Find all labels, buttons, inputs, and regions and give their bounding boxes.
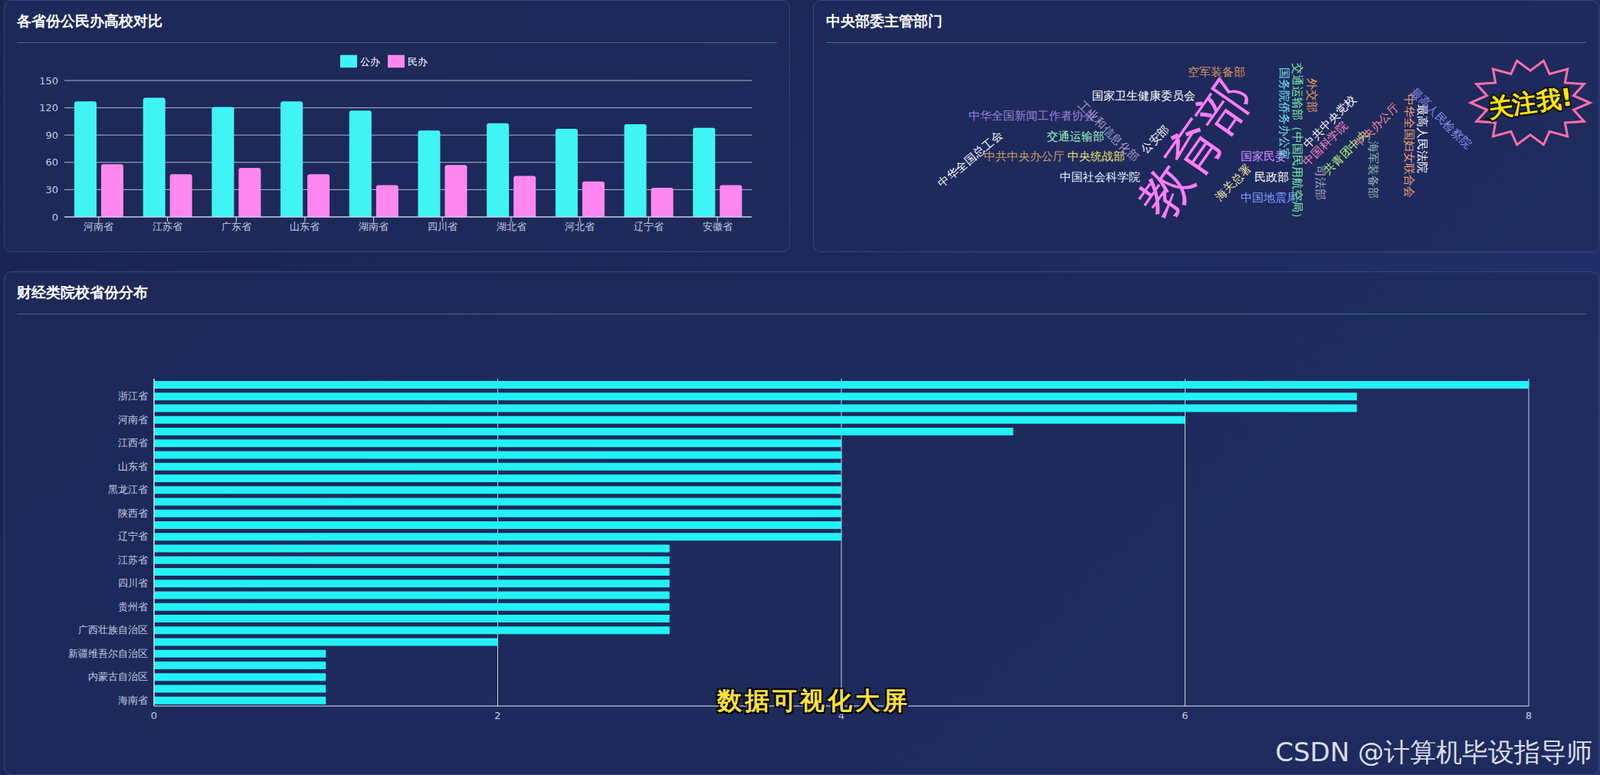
svg-text:0: 0 bbox=[150, 709, 158, 722]
svg-text:安徽省: 安徽省 bbox=[702, 220, 733, 233]
svg-text:2: 2 bbox=[494, 709, 501, 722]
svg-text:河北省: 河北省 bbox=[564, 220, 595, 233]
svg-text:中国地震局: 中国地震局 bbox=[1240, 190, 1299, 204]
svg-text:广西壮族自治区: 广西壮族自治区 bbox=[78, 623, 148, 636]
svg-text:海南省: 海南省 bbox=[118, 694, 148, 706]
svg-text:最高人民检察院: 最高人民检察院 bbox=[1408, 85, 1475, 151]
svg-text:中华全国妇女联合会: 中华全国妇女联合会 bbox=[1403, 94, 1417, 198]
svg-text:山东省: 山东省 bbox=[289, 220, 320, 233]
svg-text:中共中央办公厅: 中共中央办公厅 bbox=[983, 149, 1065, 163]
svg-text:中央统战部: 中央统战部 bbox=[1067, 149, 1125, 163]
svg-text:最高人民法院: 最高人民法院 bbox=[1416, 104, 1430, 174]
svg-text:6: 6 bbox=[1181, 709, 1188, 722]
svg-text:国家卫生健康委员会: 国家卫生健康委员会 bbox=[1091, 88, 1196, 102]
svg-text:湖北省: 湖北省 bbox=[496, 220, 527, 233]
svg-text:辽宁省: 辽宁省 bbox=[118, 530, 148, 542]
svg-text:黑龙江省: 黑龙江省 bbox=[108, 483, 148, 496]
svg-text:司法部: 司法部 bbox=[1314, 165, 1328, 200]
svg-text:陕西省: 陕西省 bbox=[118, 507, 148, 519]
svg-text:8: 8 bbox=[1525, 709, 1532, 722]
svg-text:海军装备部: 海军装备部 bbox=[1367, 140, 1381, 199]
svg-text:贵州省: 贵州省 bbox=[118, 600, 148, 613]
svg-text:90: 90 bbox=[45, 129, 59, 141]
svg-text:30: 30 bbox=[45, 183, 59, 196]
svg-text:广东省: 广东省 bbox=[221, 220, 252, 233]
svg-text:辽宁省: 辽宁省 bbox=[633, 220, 664, 233]
svg-text:江苏省: 江苏省 bbox=[152, 220, 183, 233]
svg-text:四川省: 四川省 bbox=[118, 577, 148, 589]
svg-text:0: 0 bbox=[52, 211, 59, 223]
svg-text:内蒙古自治区: 内蒙古自治区 bbox=[88, 670, 148, 682]
svg-text:工业和信息化部: 工业和信息化部 bbox=[1075, 98, 1142, 164]
svg-text:四川省: 四川省 bbox=[427, 220, 458, 233]
svg-text:外交部: 外交部 bbox=[1305, 78, 1319, 113]
svg-text:新疆维吾尔自治区: 新疆维吾尔自治区 bbox=[68, 647, 148, 660]
svg-text:国务院侨务办公室: 国务院侨务办公室 bbox=[1278, 67, 1292, 160]
svg-text:交通运输部（中国民用航空局）: 交通运输部（中国民用航空局） bbox=[1291, 62, 1305, 224]
svg-text:江西省: 江西省 bbox=[118, 436, 148, 449]
svg-text:交通运输部: 交通运输部 bbox=[1046, 129, 1105, 143]
svg-text:江苏省: 江苏省 bbox=[118, 554, 148, 566]
svg-text:60: 60 bbox=[45, 156, 59, 168]
svg-text:湖南省: 湖南省 bbox=[358, 220, 389, 233]
svg-text:河南省: 河南省 bbox=[83, 220, 114, 233]
svg-text:民政部: 民政部 bbox=[1254, 170, 1289, 184]
svg-text:关注我!: 关注我! bbox=[1485, 81, 1575, 123]
svg-text:河南省: 河南省 bbox=[118, 413, 148, 426]
svg-text:中华全国新闻工作者协会: 中华全国新闻工作者协会 bbox=[968, 108, 1096, 122]
svg-text:浙江省: 浙江省 bbox=[118, 390, 148, 402]
svg-text:山东省: 山东省 bbox=[118, 460, 148, 473]
svg-text:中国社会科学院: 中国社会科学院 bbox=[1059, 170, 1141, 184]
svg-text:120: 120 bbox=[39, 101, 59, 114]
svg-text:150: 150 bbox=[39, 75, 59, 87]
